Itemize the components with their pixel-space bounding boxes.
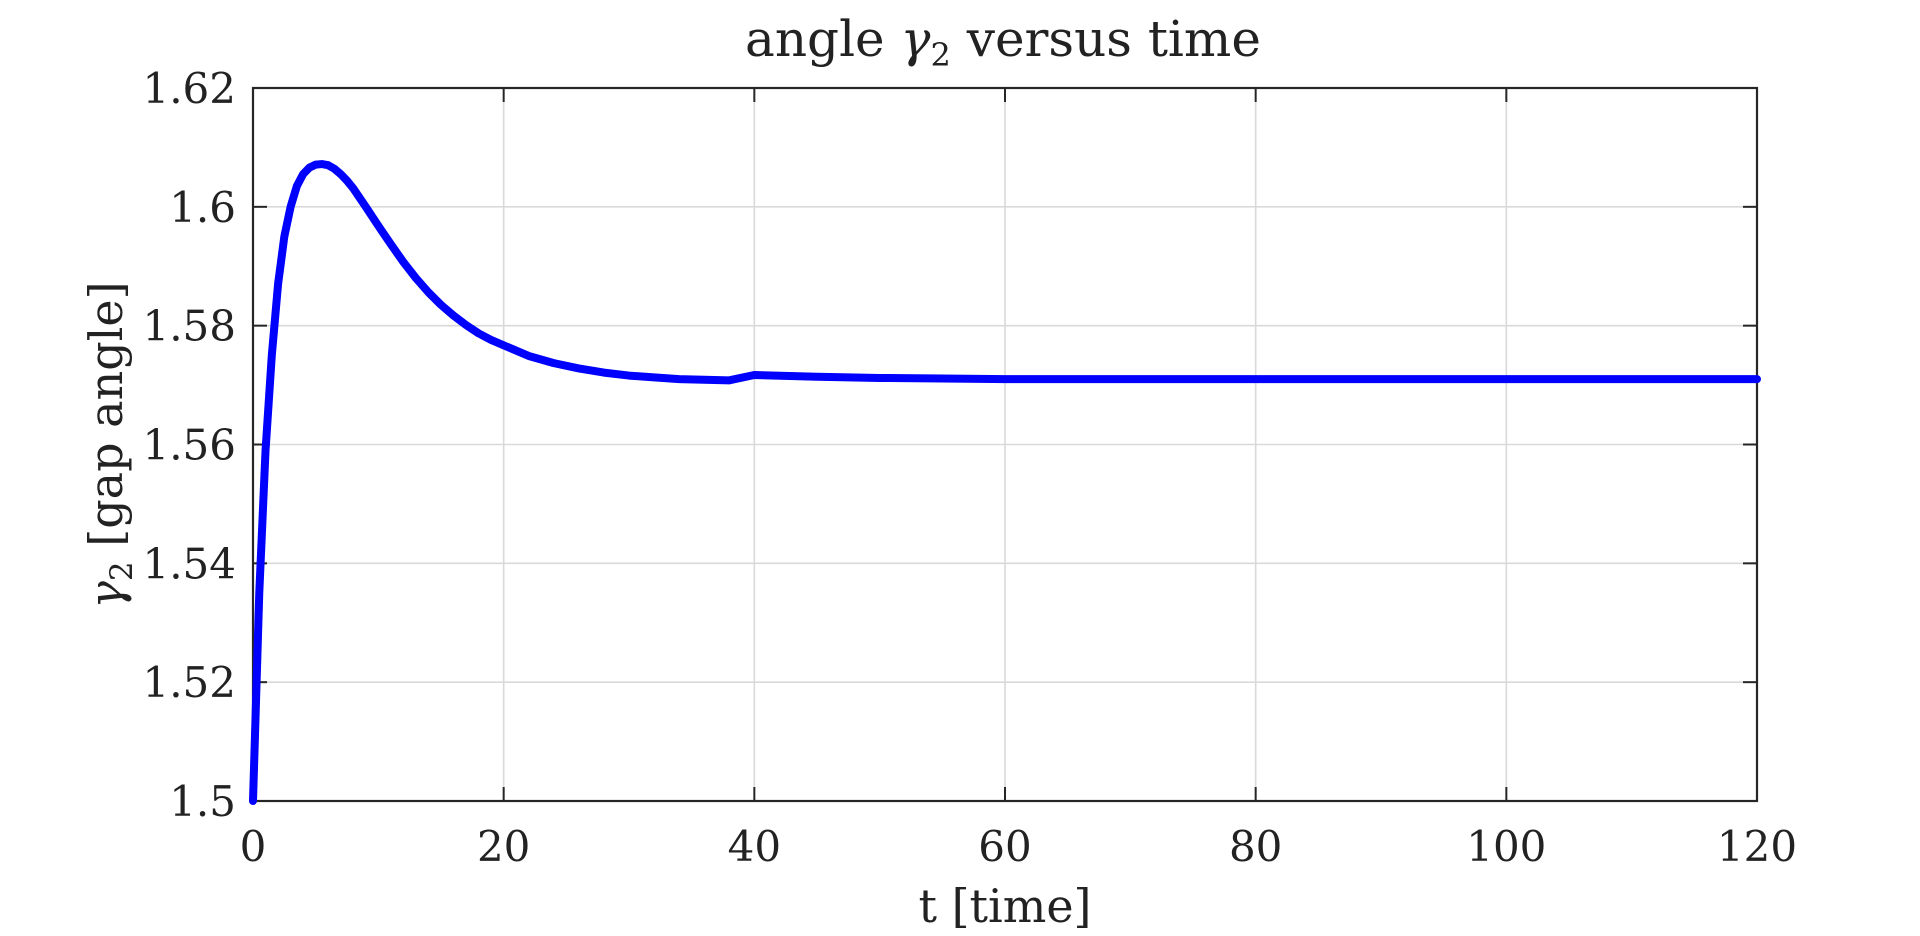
x-tick-label: 0 [240,822,267,871]
plot-frame [251,86,1759,803]
y-tick-label: 1.62 [142,64,236,113]
y-tick-labels: 1.5 1.52 1.54 1.56 1.58 1.6 1.62 [142,64,236,826]
chart-title-suffix: versus time [951,10,1261,68]
series-layer [249,160,1761,805]
y-tick-label: 1.52 [142,658,236,707]
chart-title-prefix: angle [745,10,901,68]
y-tick-label: 1.56 [142,421,236,470]
y-axis-label: γ2 [gap angle] [79,281,140,608]
x-tick-label: 40 [728,822,781,871]
x-tick-label: 80 [1229,822,1282,871]
y-tick-label: 1.6 [169,183,236,232]
x-tick-label: 60 [978,822,1031,871]
chart-title-subscript: 2 [930,36,950,74]
y-axis-label-suffix: [gap angle] [79,281,133,561]
chart-title: angle γ2 versus time [745,10,1261,74]
y-axis-label-symbol: γ [79,581,133,609]
y-tick-label: 1.58 [142,302,236,351]
chart-title-symbol: γ [901,10,931,68]
series-line [249,160,1761,805]
x-axis-label: t [time] [918,879,1091,933]
x-tick-label: 20 [477,822,530,871]
grid-lines [253,88,1757,801]
y-tick-label: 1.54 [142,539,236,588]
y-axis-label-subscript: 2 [104,561,140,581]
y-tick-label: 1.5 [169,777,236,826]
x-tick-label: 120 [1717,822,1797,871]
x-tick-label: 100 [1466,822,1546,871]
x-tick-labels: 0 20 40 60 80 100 120 [240,822,1797,871]
